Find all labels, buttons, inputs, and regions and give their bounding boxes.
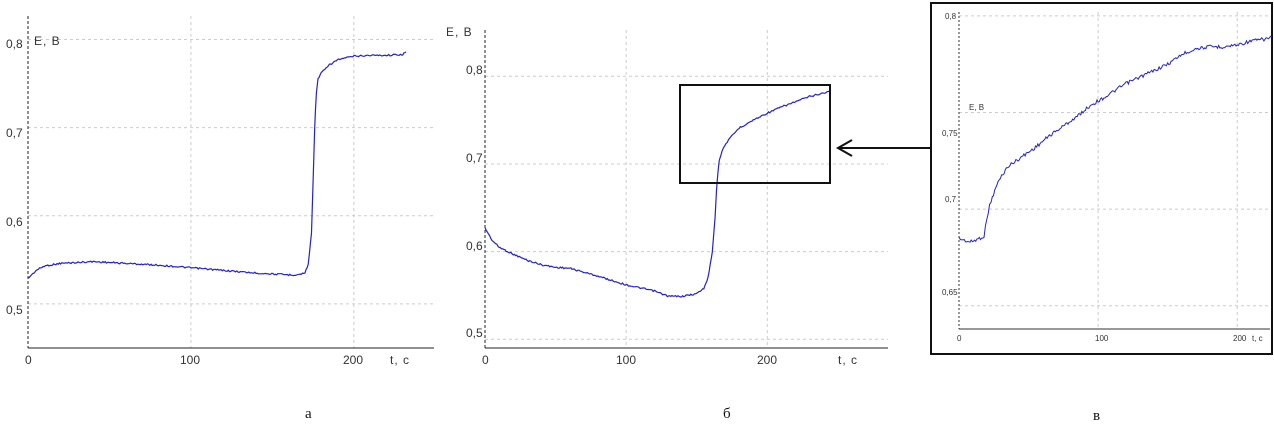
zoom-region-box	[679, 84, 831, 184]
panel-label-b: б	[723, 406, 731, 422]
x-tick-label: 100	[616, 353, 636, 367]
x-axis-label: t, c	[390, 353, 410, 367]
chart-panel-b: 0,8 0,7 0,6 0,5 0 100 200 E, B t, c б	[446, 25, 930, 422]
grid-lines	[485, 30, 888, 348]
y-tick-label: 0,5	[466, 326, 483, 340]
y-axis-label: E, B	[446, 25, 473, 39]
y-tick-label: 0,5	[6, 303, 23, 317]
y-tick-label: 0,7	[466, 151, 483, 165]
x-tick-label: 0	[25, 353, 32, 367]
y-tick-label: 0,8	[945, 12, 957, 21]
x-tick-label: 0	[482, 353, 489, 367]
panel-frame	[930, 2, 1273, 355]
x-tick-label: 200	[1233, 334, 1247, 343]
series-line	[27, 51, 407, 279]
y-axis-label: E, B	[34, 34, 61, 48]
chart-panel-c: 0,8 0,75 0,7 0,65 0 100 200 E, B t, c в	[930, 2, 1273, 424]
series-line	[484, 90, 831, 298]
x-tick-label: 0	[957, 334, 962, 343]
arrow-icon	[835, 139, 930, 157]
y-tick-label: 0,8	[466, 63, 483, 77]
panel-label-c: в	[1093, 408, 1100, 424]
x-tick-label: 200	[757, 353, 777, 367]
y-tick-label: 0,8	[6, 37, 23, 51]
x-tick-label: 100	[180, 353, 200, 367]
panel-label-a: а	[305, 406, 312, 422]
y-tick-label: 0,7	[945, 195, 957, 204]
grid-lines	[28, 16, 434, 348]
series-line	[958, 35, 1273, 243]
y-tick-label: 0,7	[6, 126, 23, 140]
y-axis-label: E, B	[969, 103, 984, 112]
x-tick-label: 100	[1095, 334, 1109, 343]
grid-lines	[959, 12, 1270, 329]
x-axis-label: t, c	[838, 353, 858, 367]
y-tick-label: 0,6	[466, 239, 483, 253]
x-axis-label: t, c	[1252, 334, 1263, 343]
y-tick-label: 0,6	[6, 215, 23, 229]
y-tick-label: 0,75	[942, 129, 958, 138]
chart-panel-a: 0,8 0,7 0,6 0,5 0 100 200 E, B t, c а	[6, 16, 434, 422]
x-tick-label: 200	[343, 353, 363, 367]
y-tick-label: 0,65	[942, 288, 958, 297]
